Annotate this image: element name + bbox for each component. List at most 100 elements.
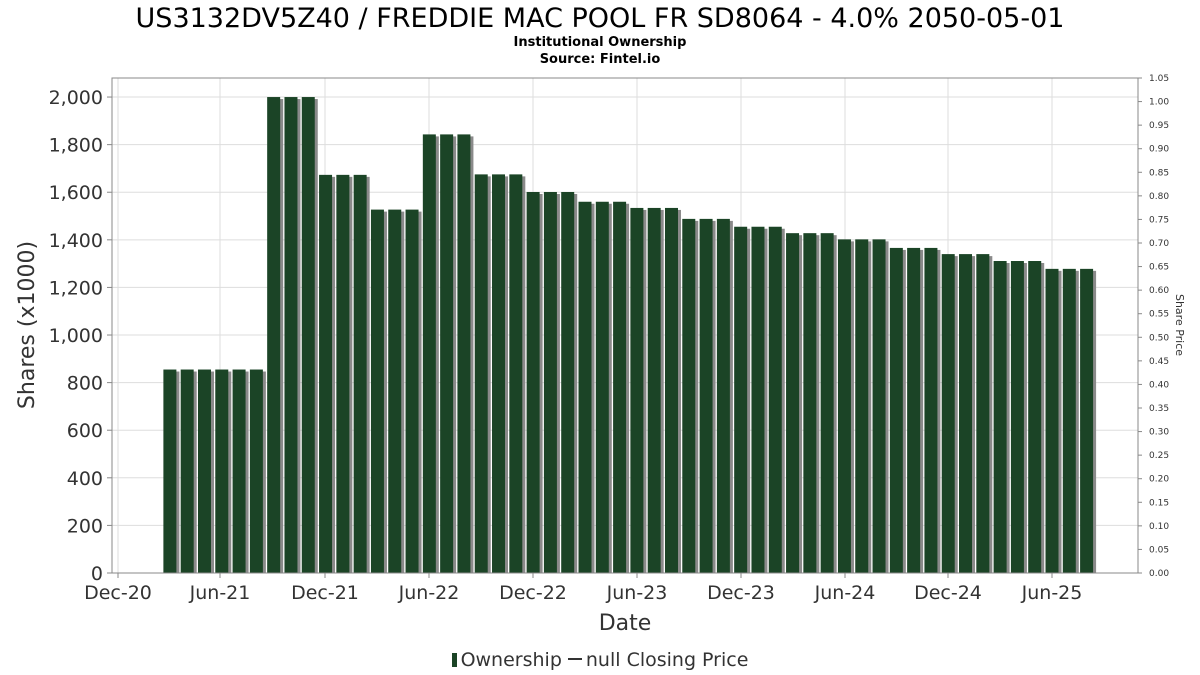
- ownership-bar: [1045, 268, 1059, 573]
- ownership-bar: [301, 97, 315, 574]
- ownership-bar: [872, 239, 886, 574]
- ownership-bar: [319, 174, 333, 574]
- y2-tick-label: 1.00: [1149, 98, 1169, 108]
- ownership-bar: [561, 191, 575, 573]
- y2-tick-label: 0.60: [1149, 286, 1169, 296]
- ownership-bar: [768, 226, 782, 573]
- plot-frame: [111, 77, 1139, 574]
- ownership-bar: [336, 174, 350, 574]
- x-tick-label: Dec-22: [499, 582, 567, 604]
- ownership-bar: [526, 191, 540, 573]
- ownership-bar: [993, 261, 1007, 573]
- ownership-bar: [837, 239, 851, 574]
- x-tick-label: Dec-23: [707, 582, 775, 604]
- x-tick-label: Jun-22: [398, 582, 460, 604]
- closing-price-legend-label: null Closing Price: [585, 649, 749, 671]
- y2-tick-label: 0.40: [1149, 380, 1169, 390]
- ownership-bar: [803, 233, 817, 574]
- chart-legend: Ownership null Closing Price: [0, 648, 1200, 672]
- ownership-bar: [976, 254, 990, 573]
- y2-tick-label: 0.50: [1149, 333, 1169, 343]
- ownership-bar: [682, 218, 696, 573]
- ownership-bar: [388, 209, 402, 573]
- x-tick-label: Jun-25: [1021, 582, 1083, 604]
- axes: 0 200 400 600 800 1,000 1,200 1,400 1,600 1,800 2,…: [49, 74, 1170, 604]
- ownership-bar: [959, 254, 973, 573]
- ownership-bar: [924, 247, 938, 573]
- ownership-bar: [716, 218, 730, 573]
- ownership-legend-label: Ownership: [460, 649, 562, 671]
- ownership-bar: [249, 369, 263, 573]
- ownership-bar: [699, 218, 713, 573]
- y2-tick-label: 0.05: [1149, 545, 1169, 555]
- y2-tick-label: 0.80: [1149, 192, 1169, 202]
- ownership-bar: [889, 247, 903, 573]
- y-tick-label: 200: [67, 515, 103, 537]
- y2-tick-label: 0.30: [1149, 428, 1169, 438]
- chart-title: US3132DV5Z40 / FREDDIE MAC POOL FR SD806…: [135, 3, 1065, 34]
- y2-tick-label: 0.85: [1149, 168, 1169, 178]
- ownership-bar: [267, 97, 281, 574]
- ownership-bar: [630, 207, 644, 573]
- ownership-bar: [664, 207, 678, 573]
- ownership-bar: [907, 247, 921, 573]
- bar-series: [163, 97, 1097, 574]
- y2-axis-title: Share Price: [1173, 294, 1186, 356]
- y2-tick-label: 0.75: [1149, 215, 1169, 225]
- y2-tick-label: 0.35: [1149, 404, 1169, 414]
- ownership-bar: [1010, 261, 1024, 573]
- ownership-bar: [820, 233, 834, 574]
- x-tick-label: Dec-24: [914, 582, 982, 604]
- ownership-bar: [492, 174, 506, 574]
- y2-tick-label: 0.90: [1149, 145, 1169, 155]
- ownership-bar: [284, 97, 298, 574]
- closing-price-legend-swatch: [567, 658, 582, 660]
- ownership-bar: [786, 233, 800, 574]
- y2-tick-label: 0.95: [1149, 121, 1169, 131]
- x-tick-label: Jun-21: [189, 582, 251, 604]
- y-tick-label: 1,800: [49, 135, 103, 157]
- ownership-bar: [197, 369, 211, 573]
- ownership-bar: [613, 201, 627, 573]
- ownership-bar: [180, 369, 194, 573]
- ownership-bar: [405, 209, 419, 573]
- ownership-bar: [1080, 268, 1094, 573]
- y-tick-label: 2,000: [49, 87, 103, 109]
- ownership-bar: [353, 174, 367, 574]
- y-tick-label: 0: [91, 563, 103, 585]
- y-tick-label: 1,600: [49, 182, 103, 204]
- ownership-chart: 0 200 400 600 800 1,000 1,200 1,400 1,600 1,800 2,…: [15, 74, 1186, 636]
- ownership-bar: [647, 207, 661, 573]
- y2-tick-label: 0.25: [1149, 451, 1169, 461]
- y2-tick-label: 0.00: [1149, 569, 1169, 579]
- ownership-bar: [1028, 261, 1042, 573]
- ownership-legend-swatch: [451, 653, 457, 667]
- ownership-bar: [440, 134, 454, 574]
- y-tick-label: 1,000: [49, 325, 103, 347]
- y2-tick-label: 0.15: [1149, 498, 1169, 508]
- ownership-bar: [474, 174, 488, 574]
- ownership-bar: [941, 254, 955, 573]
- y-tick-label: 600: [67, 420, 103, 442]
- x-tick-label: Dec-20: [84, 582, 152, 604]
- y2-tick-label: 0.65: [1149, 263, 1169, 273]
- ownership-bar: [855, 239, 869, 574]
- chart-source: Source: Fintel.io: [539, 52, 661, 67]
- y-tick-label: 1,200: [49, 277, 103, 299]
- ownership-bar: [215, 369, 229, 573]
- ownership-bar: [509, 174, 523, 574]
- ownership-bar: [370, 209, 384, 573]
- ownership-bar: [422, 134, 436, 574]
- y2-tick-label: 0.20: [1149, 475, 1169, 485]
- ownership-bar: [1062, 268, 1076, 573]
- ownership-bar: [457, 134, 471, 574]
- y2-tick-label: 0.45: [1149, 357, 1169, 367]
- x-tick-label: Jun-23: [606, 582, 668, 604]
- ownership-bar: [163, 369, 177, 573]
- ownership-bar: [543, 191, 557, 573]
- x-tick-label: Jun-24: [814, 582, 876, 604]
- y-tick-label: 400: [67, 468, 103, 490]
- y2-tick-label: 0.10: [1149, 522, 1169, 532]
- y-tick-label: 1,400: [49, 230, 103, 252]
- chart-subtitle: Institutional Ownership: [513, 35, 687, 50]
